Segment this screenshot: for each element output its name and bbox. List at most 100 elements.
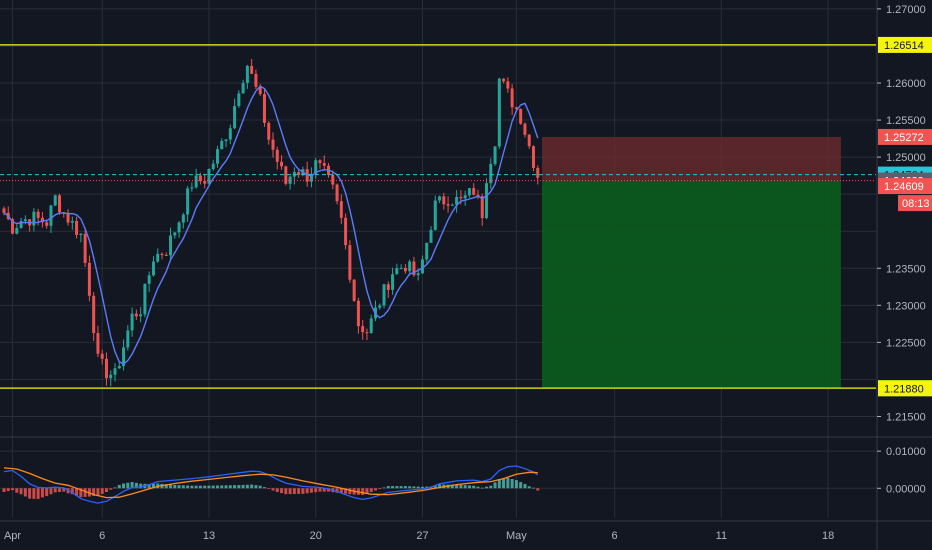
candle-body: [96, 333, 100, 354]
horizontal-levels[interactable]: [0, 44, 876, 389]
macd-histogram-bar: [190, 485, 194, 489]
macd-histogram-bar: [23, 488, 27, 497]
candle-body: [130, 313, 134, 331]
macd-histogram-bar: [467, 485, 471, 489]
candle-body: [160, 253, 164, 255]
candle-body: [314, 160, 318, 174]
candle-body: [267, 122, 271, 140]
macd-histogram-bar: [28, 488, 32, 499]
price-tag: [878, 128, 932, 145]
macd-histogram-bar: [62, 488, 66, 492]
macd-histogram-bar: [104, 488, 108, 492]
candle-body: [32, 211, 36, 226]
candle-body: [122, 347, 126, 366]
macd-histogram-bar: [117, 484, 121, 489]
candle-body: [49, 205, 53, 226]
y-tick-label: 1.26000: [886, 78, 926, 90]
macd-histogram-bar: [147, 483, 151, 489]
macd-histogram-bar: [485, 486, 489, 489]
y-tick-label: 1.25000: [886, 152, 926, 164]
macd-histogram-bar: [361, 488, 365, 495]
macd-histogram-bar: [365, 488, 369, 494]
candle-body: [104, 358, 108, 379]
x-tick-label: 20: [310, 530, 322, 542]
y-tick-label: 1.23500: [886, 263, 926, 275]
candle-body: [241, 82, 245, 94]
candle-body: [395, 268, 399, 275]
macd-histogram-bar: [92, 488, 96, 496]
candle-body: [344, 217, 348, 246]
candle-body: [211, 163, 215, 170]
macd-histogram-bar: [275, 488, 279, 492]
candle-body: [23, 219, 27, 222]
macd-histogram-bar: [493, 482, 497, 489]
candle-body: [109, 374, 113, 379]
y-tick-label: 1.23000: [886, 300, 926, 312]
macd-histogram-bar: [314, 488, 318, 493]
macd-histogram-bar: [523, 483, 527, 489]
y-tick-label: 1.22500: [886, 337, 926, 349]
candle-body: [203, 181, 207, 184]
candle-body: [113, 368, 117, 375]
macd-histogram-bar: [438, 484, 442, 489]
macd-histogram-bar: [40, 488, 44, 498]
macd-histogram-bar: [262, 487, 266, 489]
candle-body: [365, 332, 369, 334]
candle-body: [297, 172, 301, 175]
macd-histogram-bar: [32, 488, 36, 499]
candle-body: [220, 141, 224, 150]
countdown-tag: [898, 195, 932, 212]
macd-histogram-bar: [399, 486, 403, 489]
candle-body: [250, 65, 254, 74]
macd-histogram-bar: [480, 487, 484, 489]
countdown-label: 08:13: [902, 198, 930, 210]
candle-body: [399, 267, 403, 269]
macd-histogram-bar: [181, 485, 185, 489]
candle-body: [19, 221, 23, 228]
macd-histogram-bar: [126, 482, 130, 489]
candle-body: [100, 353, 104, 359]
macd-histogram-bar: [203, 485, 207, 489]
candle-body: [480, 196, 484, 219]
macd-y-tick-label: 0.01000: [886, 446, 926, 458]
candle-body: [335, 184, 339, 202]
macd-histogram-bar: [510, 479, 514, 489]
macd-histogram-bar: [497, 479, 501, 489]
candle-body: [254, 73, 258, 87]
x-tick-label: 6: [612, 530, 618, 542]
price-tag: [878, 380, 932, 397]
macd-histogram-bar: [177, 485, 181, 489]
price-tag-label: 1.21880: [884, 383, 924, 395]
macd-histogram-bar: [6, 488, 10, 492]
candle-body: [288, 176, 292, 184]
candle-body: [53, 195, 57, 206]
macd-histogram-bar: [339, 488, 343, 494]
candle-body: [514, 107, 518, 110]
candle-body: [134, 313, 138, 317]
candle-body: [245, 65, 249, 83]
candle-body: [164, 254, 168, 256]
macd-histogram-bar: [237, 485, 241, 489]
candle-body: [309, 173, 313, 182]
candle-body: [40, 217, 44, 223]
candle-body: [79, 233, 83, 235]
candle-body: [45, 222, 49, 226]
candle-body: [536, 167, 540, 178]
x-tick-label: 6: [99, 530, 105, 542]
macd-histogram-bar: [134, 482, 138, 489]
macd-panel: [2, 465, 540, 504]
candle-body: [506, 81, 510, 89]
y-tick-label: 1.27000: [886, 4, 926, 16]
macd-histogram-bar: [301, 488, 305, 494]
macd-histogram-bar: [391, 486, 395, 489]
candle-body: [156, 253, 160, 262]
macd-histogram-bar: [416, 486, 420, 489]
macd-histogram-bar: [335, 488, 339, 493]
candle-body: [58, 195, 62, 213]
price-tag-label: 1.25272: [884, 132, 924, 144]
macd-histogram-bar: [502, 478, 506, 489]
candle-body: [531, 146, 535, 168]
macd-histogram-bar: [130, 481, 134, 489]
macd-histogram-bar: [151, 483, 155, 489]
